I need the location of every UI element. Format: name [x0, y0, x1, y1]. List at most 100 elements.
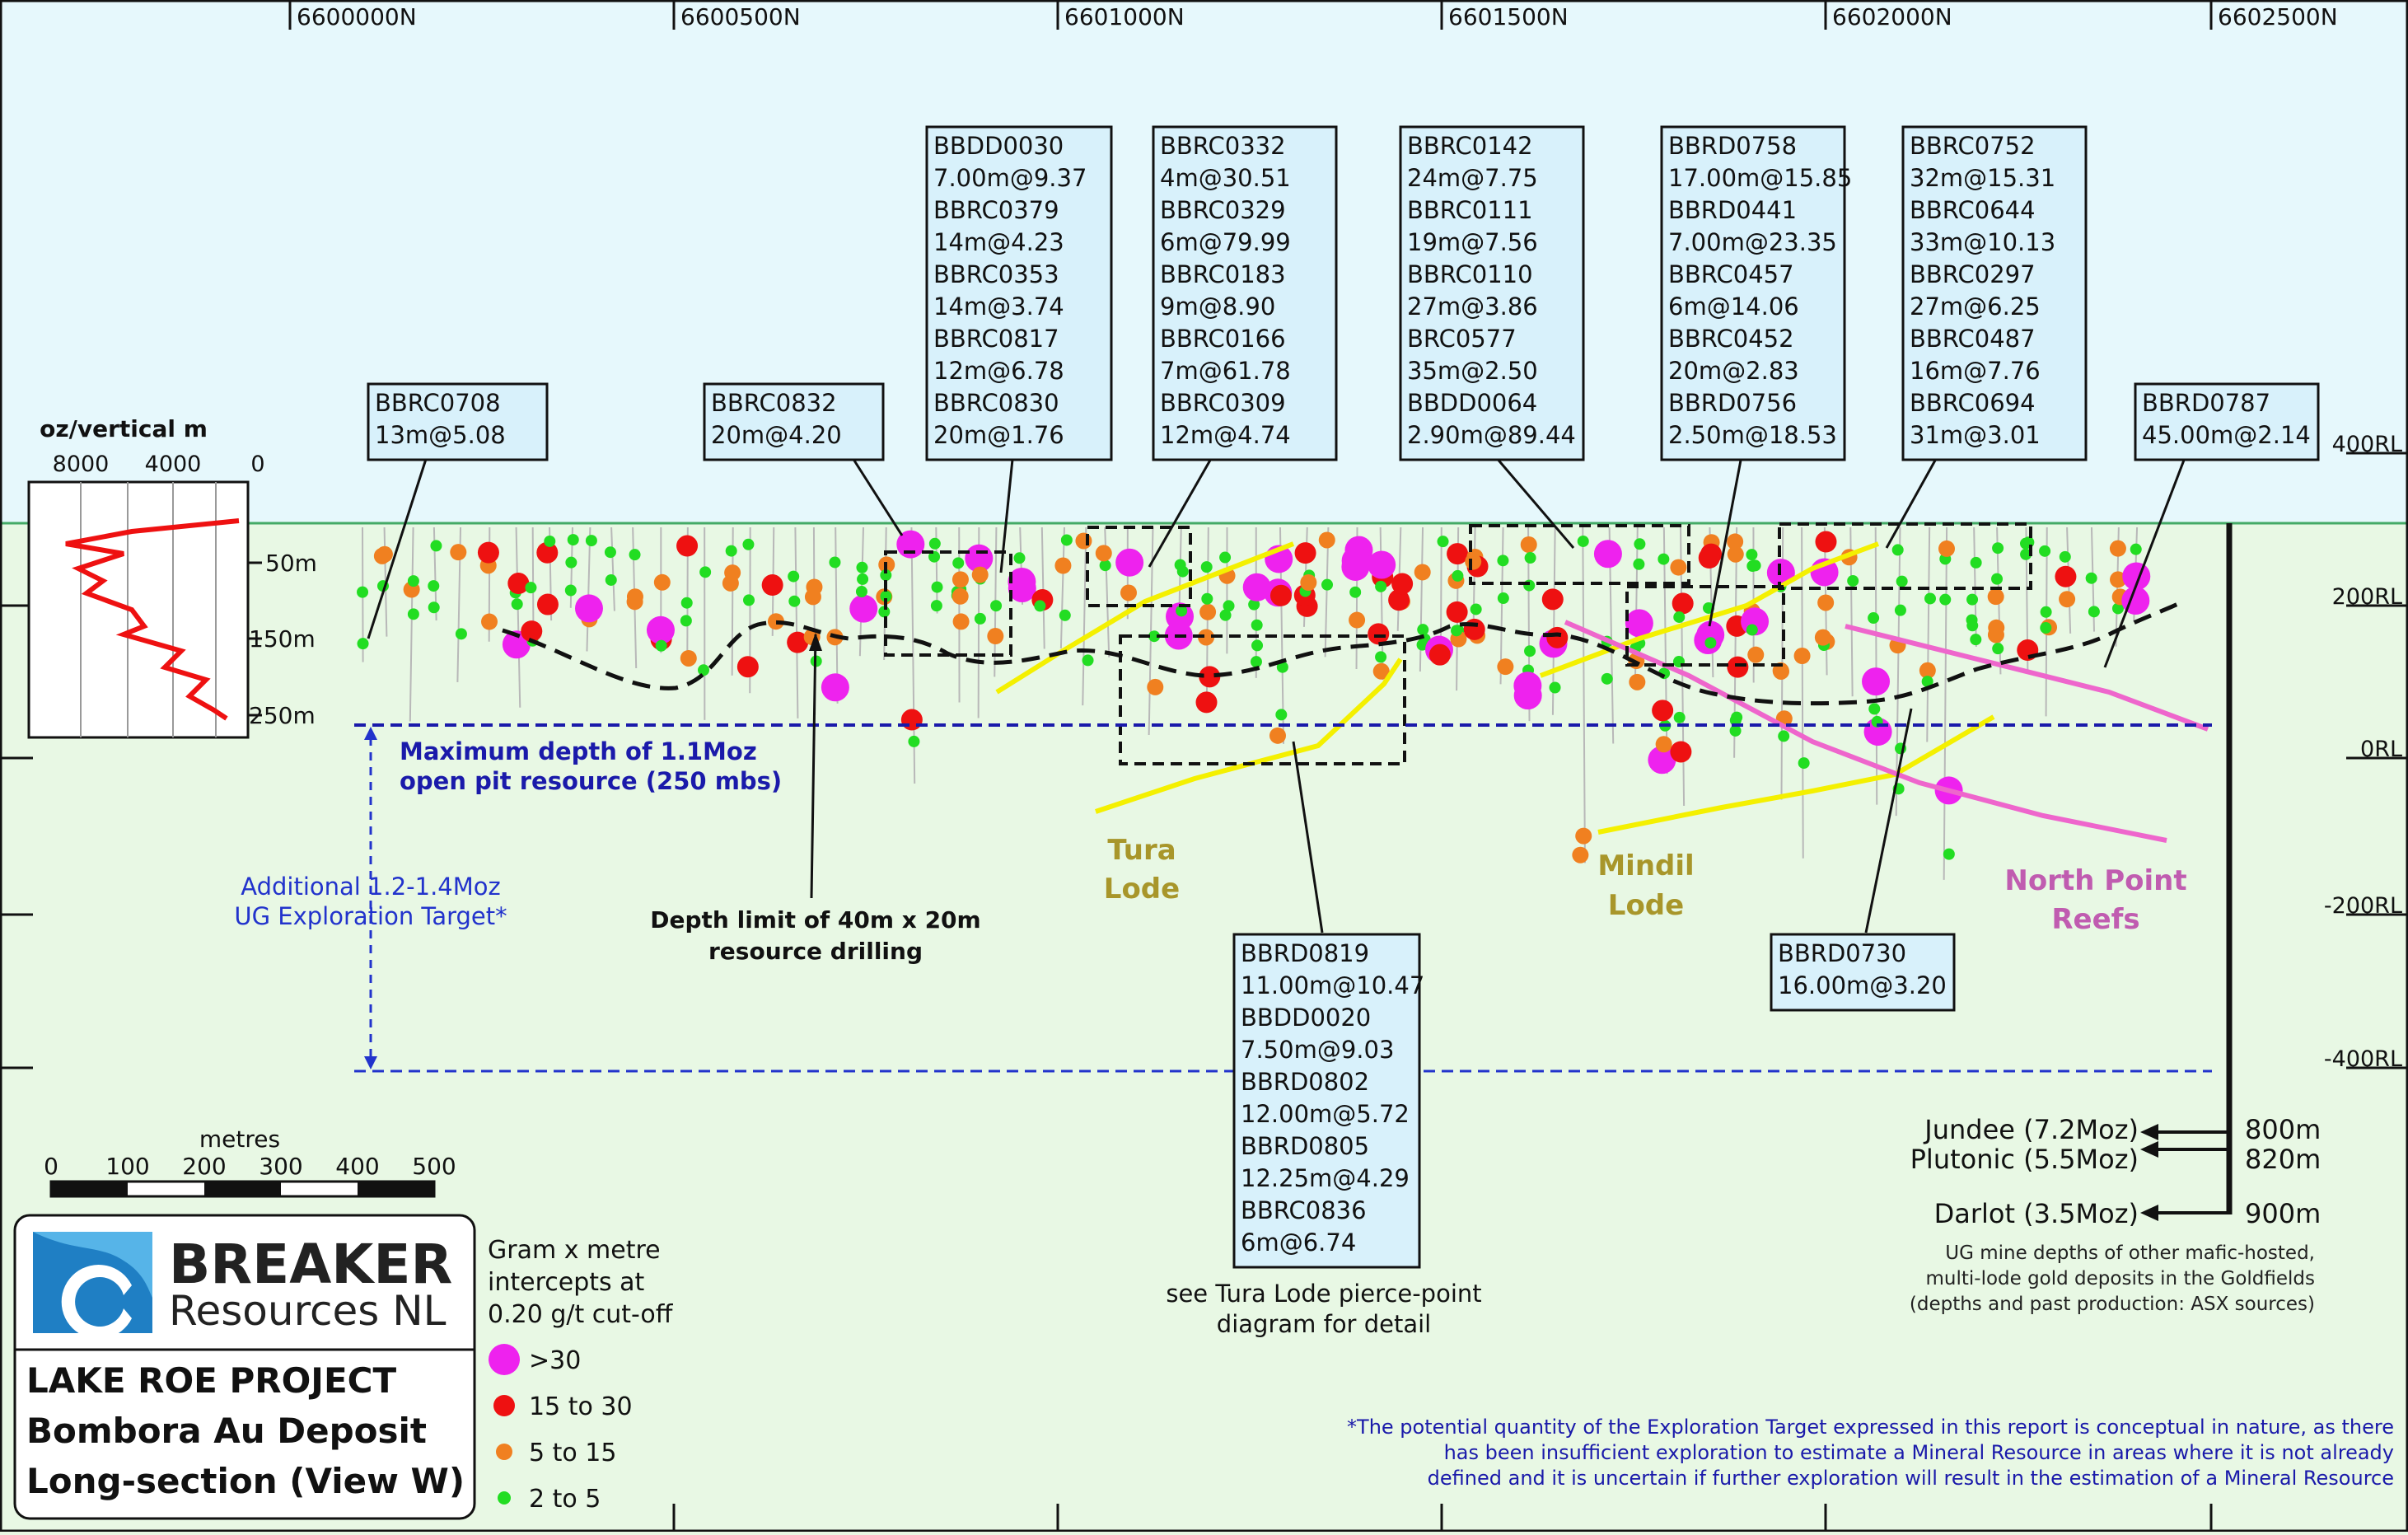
- intercept-dot: [1269, 728, 1286, 744]
- intercept-dot: [1656, 736, 1672, 752]
- intercept-dot: [1862, 667, 1890, 695]
- intercept-box-line: 7.50m@9.03: [1241, 1036, 1394, 1064]
- legend-swatch: [489, 1344, 520, 1375]
- intercept-dot: [849, 595, 877, 623]
- intercept-box-line: BBRD0805: [1241, 1132, 1369, 1160]
- intercept-dot: [929, 538, 941, 550]
- intercept-dot: [743, 594, 755, 606]
- inset-x-tick: 0: [250, 452, 264, 477]
- intercept-box-line: BBRD0441: [1668, 196, 1797, 224]
- intercept-dot: [1513, 672, 1541, 700]
- intercept-dot: [1546, 627, 1568, 648]
- intercept-dot: [1924, 592, 1936, 604]
- intercept-dot: [606, 574, 617, 586]
- intercept-box-line: 12m@4.74: [1160, 421, 1291, 449]
- intercept-box-line: 33m@10.13: [1910, 228, 2055, 256]
- intercept-dot: [821, 673, 849, 701]
- intercept-dot: [680, 650, 697, 667]
- intercept-dot: [1896, 576, 1908, 587]
- intercept-box-line: BBRC0694: [1910, 389, 2036, 417]
- intercept-dot: [857, 573, 868, 585]
- intercept-dot: [856, 562, 867, 573]
- intercept-dot: [1673, 611, 1685, 623]
- intercept-dot: [1970, 634, 1981, 645]
- intercept-dot: [699, 566, 711, 578]
- intercept-dot: [680, 615, 692, 626]
- intercept-box-line: 32m@15.31: [1910, 164, 2055, 192]
- intercept-dot: [1966, 614, 1978, 625]
- intercept-dot: [1196, 691, 1218, 713]
- intercept-dot: [1201, 593, 1213, 605]
- intercept-dot: [1465, 554, 1481, 570]
- intercept-dot: [972, 567, 989, 583]
- intercept-dot: [544, 536, 555, 547]
- intercept-dot: [1452, 570, 1463, 582]
- intercept-dot: [1451, 625, 1462, 636]
- intercept-dot: [408, 575, 419, 587]
- breaker-logo-icon: [33, 1232, 152, 1339]
- intercept-dot: [565, 557, 577, 569]
- inset-y-label: 250m: [249, 702, 316, 729]
- intercept-dot: [647, 616, 675, 644]
- intercept-dot: [1670, 741, 1691, 762]
- intercept-dot: [2060, 551, 2071, 563]
- intercept-dot: [537, 594, 559, 615]
- intercept-box-line: BBRC0297: [1910, 260, 2036, 288]
- intercept-box-line: 20m@4.20: [711, 421, 842, 449]
- intercept-dot: [1815, 531, 1836, 553]
- intercept-box-line: 14m@4.23: [933, 228, 1064, 256]
- intercept-dot: [2086, 573, 2097, 584]
- intercept-box-line: BBRC0817: [933, 325, 1059, 353]
- intercept-dot: [1601, 673, 1613, 685]
- legend-label: 2 to 5: [529, 1485, 601, 1514]
- intercept-dot: [901, 709, 923, 731]
- scale-tick-label: 100: [105, 1153, 149, 1180]
- intercept-box-line: BBRC0309: [1160, 389, 1286, 417]
- intercept-box-line: BBRC0111: [1407, 196, 1533, 224]
- intercept-dot: [805, 588, 821, 605]
- inset-x-tick: 8000: [53, 452, 110, 477]
- intercept-box-line: 12m@6.78: [933, 357, 1064, 385]
- intercept-dot: [481, 614, 498, 630]
- scale-segment: [51, 1182, 128, 1196]
- intercept-dot: [1658, 554, 1669, 565]
- intercept-box-line: BBDD0020: [1241, 1004, 1371, 1032]
- intercept-dot: [722, 575, 739, 592]
- intercept-dot: [1895, 605, 1906, 616]
- mine-name: Plutonic (5.5Moz): [1910, 1144, 2139, 1175]
- intercept-dot: [698, 664, 709, 676]
- intercept-dot: [1652, 700, 1673, 721]
- intercept-dot: [1464, 619, 1485, 640]
- legend-swatch: [498, 1491, 511, 1505]
- intercept-dot: [1321, 579, 1333, 591]
- depth-limit-label: Depth limit of 40m x 20m: [650, 906, 980, 934]
- intercept-dot: [1368, 550, 1396, 578]
- disclaimer-line: *The potential quantity of the Explorati…: [1347, 1416, 2394, 1439]
- intercept-dot: [681, 597, 693, 609]
- intercept-dot: [1525, 552, 1536, 564]
- intercept-dot: [1275, 709, 1287, 720]
- intercept-dot: [1120, 584, 1137, 601]
- intercept-dot: [1375, 651, 1386, 662]
- intercept-box-line: 7m@61.78: [1160, 357, 1291, 385]
- intercept-box-line: BBRC0353: [933, 260, 1059, 288]
- tura-lode-label: Tura: [1107, 834, 1176, 867]
- intercept-box-line: BBRD0787: [2142, 389, 2270, 417]
- intercept-dot: [430, 540, 442, 551]
- inset-y-label: 150m: [249, 625, 316, 653]
- intercept-box-line: BBRC0836: [1241, 1196, 1367, 1224]
- project-title: Bombora Au Deposit: [26, 1411, 427, 1451]
- intercept-dot: [1817, 594, 1834, 611]
- intercept-box-line: BBDD0064: [1407, 389, 1537, 417]
- intercept-box-line: BBRD0730: [1778, 939, 1906, 967]
- disclaimer: *The potential quantity of the Explorati…: [1347, 1416, 2394, 1490]
- intercept-dot: [1988, 620, 2004, 636]
- ug-target-label: UG Exploration Target*: [234, 902, 507, 930]
- intercept-dot: [1054, 558, 1071, 574]
- intercept-dot: [1349, 587, 1361, 598]
- intercept-box-line: 16.00m@3.20: [1778, 971, 1947, 999]
- intercept-dot: [1497, 555, 1508, 566]
- intercept-dot: [2041, 606, 2052, 618]
- intercept-dot: [788, 571, 799, 583]
